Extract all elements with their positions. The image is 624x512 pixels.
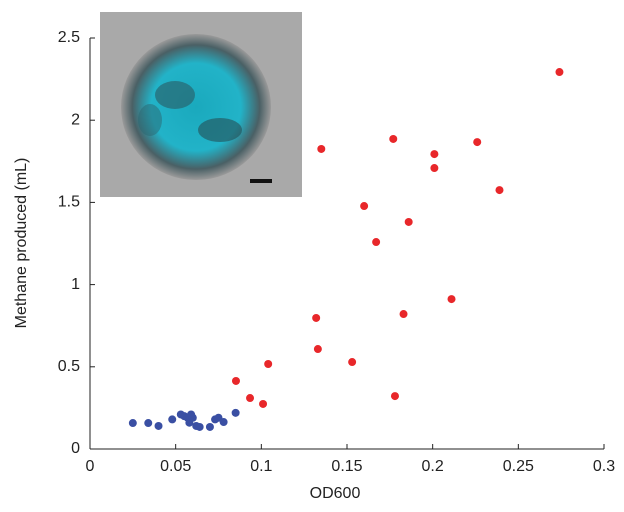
x-tick-label: 0.3 xyxy=(593,458,615,475)
point xyxy=(430,150,439,159)
point xyxy=(372,238,381,247)
point xyxy=(389,134,398,143)
point xyxy=(348,358,357,367)
y-tick-label: 2 xyxy=(71,111,80,128)
point xyxy=(144,419,153,428)
point xyxy=(473,138,482,147)
point xyxy=(399,310,408,319)
point xyxy=(312,313,321,322)
point xyxy=(195,422,204,431)
point xyxy=(205,422,214,431)
point xyxy=(259,399,268,408)
x-tick-label: 0.05 xyxy=(160,458,191,475)
y-tick-label: 0.5 xyxy=(58,358,80,375)
inset-image xyxy=(100,12,302,197)
y-axis-label: Methane produced (mL) xyxy=(13,158,30,329)
point xyxy=(317,144,326,153)
x-tick-label: 0.25 xyxy=(503,458,534,475)
x-tick-label: 0.1 xyxy=(250,458,272,475)
point xyxy=(495,186,504,195)
x-tick-label: 0 xyxy=(86,458,95,475)
point xyxy=(188,413,197,422)
point xyxy=(555,68,564,77)
point xyxy=(231,408,240,417)
y-tick-label: 1.5 xyxy=(58,194,80,211)
point xyxy=(447,295,456,304)
point xyxy=(231,376,240,385)
point xyxy=(168,415,177,424)
point xyxy=(404,217,413,226)
point xyxy=(360,202,369,211)
point xyxy=(246,394,255,403)
x-axis-label: OD600 xyxy=(310,485,361,502)
point xyxy=(390,392,399,401)
point xyxy=(313,345,322,354)
y-tick-label: 2.5 xyxy=(58,29,80,46)
point xyxy=(154,421,163,430)
point xyxy=(264,360,273,369)
point xyxy=(219,418,228,427)
y-tick-label: 1 xyxy=(71,276,80,293)
x-tick-label: 0.15 xyxy=(331,458,362,475)
point xyxy=(128,419,137,428)
x-tick-label: 0.2 xyxy=(422,458,444,475)
point xyxy=(430,164,439,173)
y-tick-label: 0 xyxy=(71,440,80,457)
